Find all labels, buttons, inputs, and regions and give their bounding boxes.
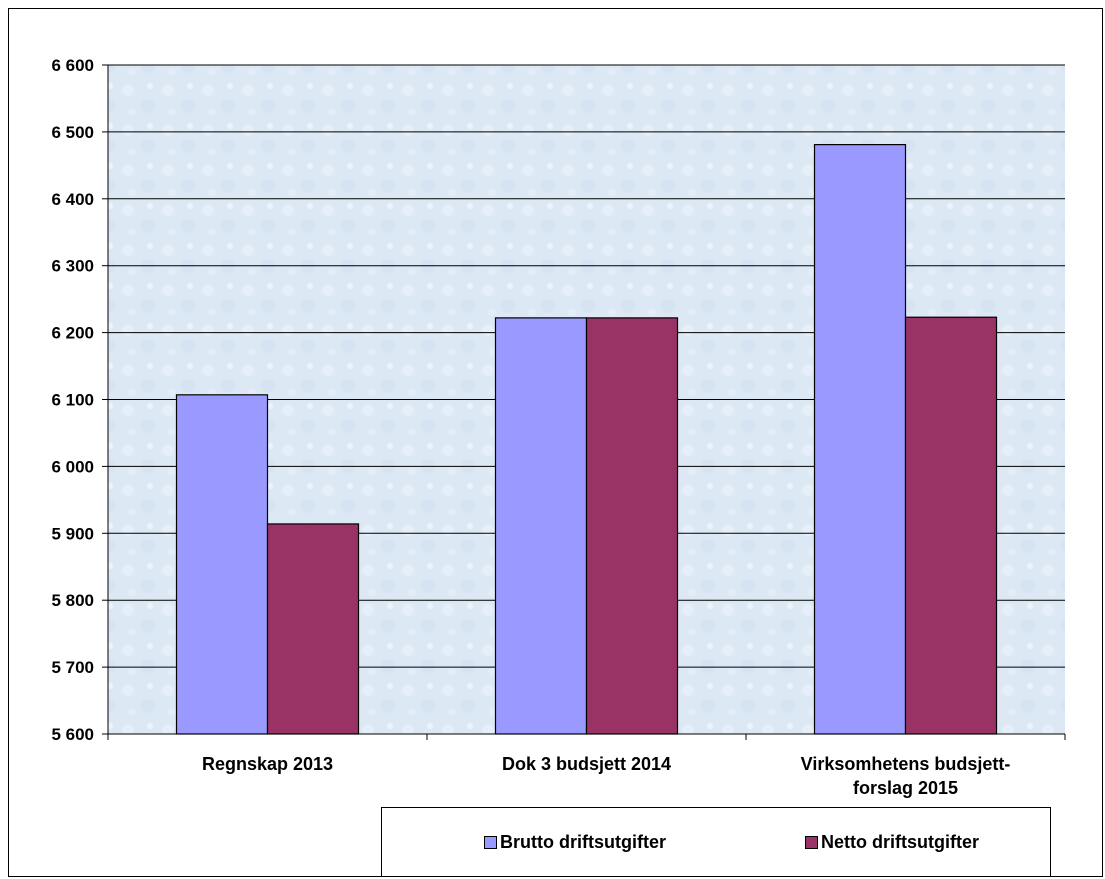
bar-brutto-1 [494, 317, 588, 735]
y-tick-label: 5 600 [51, 725, 94, 744]
y-tick-label: 6 600 [51, 56, 94, 75]
y-tick-label: 6 000 [51, 457, 94, 476]
legend-item-brutto: Brutto driftsutgifter [484, 832, 666, 853]
legend-label-brutto: Brutto driftsutgifter [500, 832, 666, 852]
y-tick-label: 6 200 [51, 324, 94, 343]
y-tick-label: 6 100 [51, 391, 94, 410]
bar-netto-1 [585, 317, 679, 735]
x-category-label: forslag 2015 [853, 778, 958, 798]
x-category-label: Regnskap 2013 [202, 754, 333, 774]
bar-netto-0 [266, 523, 360, 735]
y-tick-label: 5 900 [51, 524, 94, 543]
y-tick-label: 6 300 [51, 257, 94, 276]
bar-brutto-0 [175, 394, 269, 735]
y-tick-label: 5 700 [51, 658, 94, 677]
y-tick-label: 5 800 [51, 591, 94, 610]
x-category-label: Virksomhetens budsjett- [801, 754, 1011, 774]
legend-swatch-netto [805, 836, 818, 849]
bar-brutto-2 [813, 144, 907, 735]
legend: Brutto driftsutgifter Netto driftsutgift… [381, 807, 1051, 877]
legend-item-netto: Netto driftsutgifter [805, 832, 979, 853]
bar-netto-2 [904, 316, 998, 735]
legend-swatch-brutto [484, 836, 497, 849]
y-tick-label: 6 500 [51, 123, 94, 142]
legend-label-netto: Netto driftsutgifter [821, 832, 979, 852]
x-category-label: Dok 3 budsjett 2014 [502, 754, 671, 774]
y-tick-label: 6 400 [51, 190, 94, 209]
